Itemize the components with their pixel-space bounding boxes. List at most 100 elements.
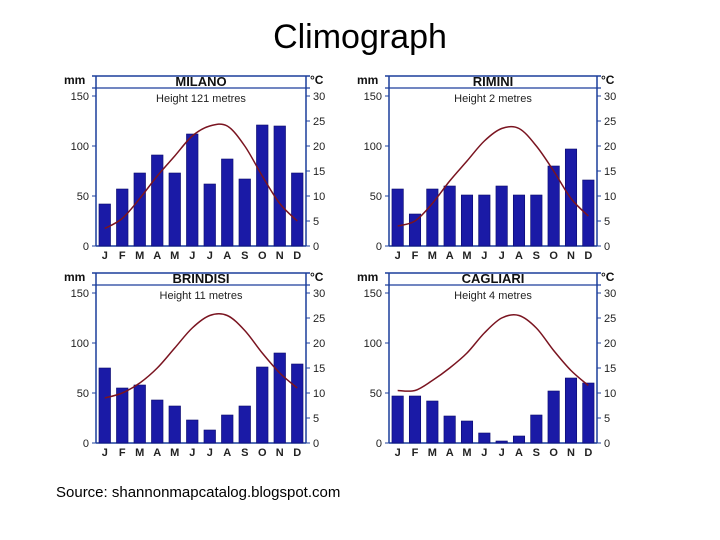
precipitation-bar	[273, 352, 286, 444]
precipitation-bar	[273, 125, 286, 247]
right-unit-label: °C	[601, 270, 615, 284]
right-tick-label: 5	[604, 216, 610, 228]
precipitation-bar	[408, 395, 422, 444]
temperature-line	[397, 125, 589, 227]
right-tick-label: 5	[313, 216, 319, 228]
climograph-panel-cagliari: mm °C CAGLIARI Height 4 metres 0 50 100 150 0 5 10…	[357, 270, 616, 459]
left-tick-label: 50	[370, 191, 382, 203]
month-label: N	[567, 250, 575, 262]
month-label: J	[481, 447, 487, 459]
month-label: S	[241, 250, 248, 262]
source-note: Source: shannonmapcatalog.blogspot.com	[56, 484, 341, 501]
precipitation-bar	[238, 178, 251, 247]
right-tick-label: 20	[604, 141, 616, 153]
right-tick-label: 30	[313, 288, 325, 300]
left-tick-label: 150	[71, 91, 89, 103]
precipitation-bar	[564, 377, 578, 444]
precipitation-bar	[582, 179, 595, 247]
month-label: A	[223, 250, 231, 262]
right-tick-label: 10	[604, 388, 616, 400]
month-label: J	[481, 250, 487, 262]
month-label: J	[499, 250, 505, 262]
right-tick-label: 0	[313, 241, 319, 253]
precipitation-bar	[478, 194, 491, 247]
right-unit-label: °C	[601, 73, 615, 87]
month-label: A	[153, 447, 161, 459]
left-tick-label: 150	[364, 288, 382, 300]
precipitation-bar	[478, 432, 491, 444]
month-label: N	[276, 250, 284, 262]
precipitation-bar	[443, 185, 456, 247]
month-label: J	[189, 250, 195, 262]
precipitation-bar	[460, 194, 474, 247]
precipitation-bar	[133, 384, 146, 444]
right-tick-label: 25	[604, 313, 616, 325]
left-tick-label: 0	[83, 241, 89, 253]
month-label: J	[395, 250, 401, 262]
month-label: S	[241, 447, 248, 459]
month-label: A	[223, 447, 231, 459]
precipitation-bar	[291, 363, 304, 444]
month-label: M	[428, 250, 437, 262]
right-tick-label: 5	[313, 413, 319, 425]
precipitation-bar	[168, 405, 181, 444]
precipitation-bar	[530, 414, 543, 444]
precipitation-bar	[221, 158, 234, 247]
slide-title: Climograph	[273, 18, 447, 56]
precipitation-bar	[133, 172, 146, 247]
left-tick-label: 0	[376, 438, 382, 450]
month-label: A	[446, 250, 454, 262]
city-title: MILANO	[175, 74, 226, 89]
left-tick-label: 50	[77, 191, 89, 203]
month-label: J	[102, 250, 108, 262]
month-label: N	[276, 447, 284, 459]
precipitation-bar	[530, 194, 543, 247]
month-label: M	[462, 250, 471, 262]
precipitation-bar	[116, 188, 129, 247]
month-label: M	[428, 447, 437, 459]
precipitation-bar	[426, 188, 439, 247]
left-tick-label: 0	[83, 438, 89, 450]
precipitation-bar	[582, 382, 595, 444]
right-tick-label: 15	[604, 166, 616, 178]
temperature-line	[104, 123, 298, 230]
precipitation-bar	[151, 154, 164, 247]
right-tick-label: 15	[604, 363, 616, 375]
month-label: O	[258, 447, 267, 459]
month-label: M	[170, 447, 179, 459]
height-subtitle: Height 2 metres	[454, 93, 532, 105]
precipitation-bar	[426, 400, 439, 444]
precipitation-bar	[512, 435, 526, 444]
month-label: J	[207, 250, 213, 262]
precipitation-bar	[391, 188, 404, 247]
climograph-panel-rimini: mm °C RIMINI Height 2 metres 0 50 100 150 0 5 10 15…	[357, 73, 616, 262]
left-tick-label: 100	[364, 141, 382, 153]
left-unit-label: mm	[357, 270, 378, 284]
precipitation-bar	[221, 414, 234, 444]
month-label: M	[170, 250, 179, 262]
right-tick-label: 20	[313, 338, 325, 350]
precipitation-bar	[98, 203, 111, 247]
right-tick-label: 25	[313, 116, 325, 128]
left-tick-label: 100	[71, 141, 89, 153]
precipitation-bar	[151, 399, 164, 444]
climograph-panel-brindisi: mm °C BRINDISI Height 11 metres 0 50 100 150 0 5 1…	[64, 270, 325, 459]
precipitation-bar	[547, 165, 560, 247]
precipitation-bar	[443, 415, 456, 444]
precipitation-bar	[256, 366, 269, 444]
precipitation-bar	[186, 133, 199, 247]
month-label: J	[207, 447, 213, 459]
month-label: A	[446, 447, 454, 459]
precipitation-bar	[547, 390, 560, 444]
right-tick-label: 0	[604, 438, 610, 450]
right-tick-label: 15	[313, 363, 325, 375]
right-tick-label: 5	[604, 413, 610, 425]
precipitation-bar	[116, 387, 129, 444]
precipitation-bar	[203, 429, 216, 444]
month-label: F	[119, 447, 126, 459]
left-tick-label: 150	[364, 91, 382, 103]
month-label: M	[462, 447, 471, 459]
right-tick-label: 0	[313, 438, 319, 450]
temperature-line	[104, 313, 298, 399]
